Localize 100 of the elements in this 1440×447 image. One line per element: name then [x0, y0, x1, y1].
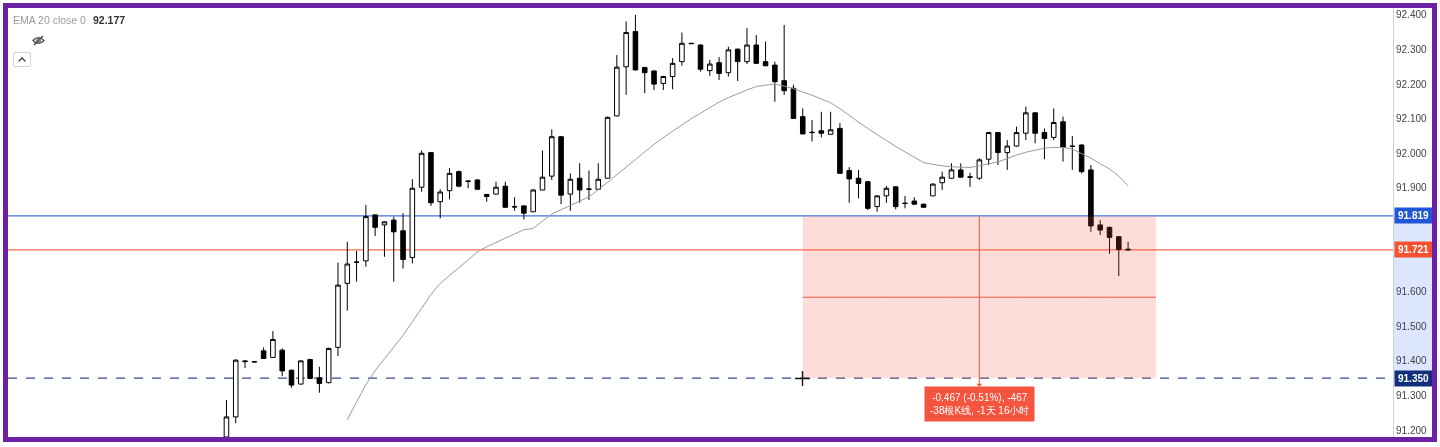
candlestick — [1060, 116, 1066, 163]
candlestick — [846, 166, 852, 204]
y-tick-label: 91.300 — [1396, 389, 1428, 401]
candlestick — [707, 59, 713, 77]
candlestick — [298, 359, 304, 385]
candlestick — [781, 24, 787, 96]
candlestick — [381, 220, 388, 258]
candlestick — [521, 205, 527, 220]
candlestick — [827, 111, 834, 136]
candlestick — [1032, 111, 1038, 144]
candlestick — [539, 150, 546, 191]
candlestick — [1050, 107, 1057, 141]
y-tick-label: 92.400 — [1396, 9, 1428, 21]
candlestick — [651, 69, 657, 91]
candlestick — [474, 178, 481, 191]
candlestick — [679, 32, 685, 67]
candlestick — [939, 171, 945, 191]
ref-line-label: 91.819 — [1397, 210, 1430, 221]
candlestick — [902, 195, 908, 209]
candlestick — [558, 135, 564, 205]
y-tick-label: 92.000 — [1396, 147, 1428, 159]
candlestick — [242, 359, 248, 369]
candlestick — [400, 212, 406, 270]
candlestick — [372, 214, 378, 237]
candlestick — [530, 188, 536, 213]
candlestick — [948, 162, 955, 180]
candlestick — [772, 61, 778, 103]
candlestick — [232, 358, 239, 424]
y-tick-label: 91.400 — [1396, 355, 1428, 367]
candlestick — [799, 107, 806, 135]
candlestick — [576, 162, 583, 204]
ref-line-label: 91.721 — [1397, 244, 1430, 255]
candlestick — [1078, 143, 1085, 174]
candlestick — [353, 250, 360, 283]
candlestick — [428, 151, 434, 207]
y-tick-label: 91.600 — [1396, 286, 1428, 298]
candlestick — [390, 216, 397, 283]
candlestick — [697, 43, 704, 73]
candlestick — [614, 54, 620, 117]
candlestick — [632, 14, 639, 71]
annotation: 92.177 — [92, 14, 126, 26]
candlestick — [855, 169, 862, 199]
candlestick — [1125, 241, 1131, 251]
candlestick — [409, 178, 416, 264]
candlestick — [865, 180, 871, 211]
candlestick — [586, 170, 592, 201]
y-tick-label: 92.200 — [1396, 78, 1428, 90]
candlestick — [344, 241, 351, 312]
candlestick — [1004, 139, 1011, 171]
candlestick — [660, 75, 667, 91]
candlestick — [995, 131, 1001, 166]
candlestick — [595, 162, 602, 191]
candlestick — [456, 170, 462, 188]
ref-line-label: 91.350 — [1397, 373, 1430, 384]
candlestick — [1041, 127, 1048, 160]
candlestick — [316, 366, 323, 394]
candlestick — [604, 116, 611, 180]
candlestick — [911, 196, 918, 206]
candlestick — [883, 185, 890, 204]
candlestick — [549, 128, 555, 181]
y-tick-label: 92.100 — [1396, 113, 1428, 125]
candlestick — [1106, 226, 1113, 255]
candlestick — [437, 188, 444, 219]
candlestick — [502, 181, 509, 209]
candlestick — [335, 262, 341, 357]
candlestick — [762, 41, 769, 67]
candlestick — [465, 180, 471, 189]
candlestick — [418, 150, 425, 193]
candlestick — [1088, 164, 1094, 233]
annotation: -0.467 (-0.51%), -467 -38根K线, -1天 16小时 — [930, 392, 1030, 416]
candlestick — [363, 204, 369, 268]
candlestick — [493, 181, 499, 195]
candlestick — [641, 66, 648, 94]
candlestick — [251, 360, 258, 363]
candlestick — [920, 203, 927, 209]
candlestick — [837, 122, 843, 175]
candlestick — [930, 182, 936, 197]
candlestick — [1116, 235, 1122, 277]
candlestick — [744, 27, 750, 65]
candlestick — [623, 20, 629, 96]
candlestick — [734, 47, 741, 82]
candlestick — [307, 358, 313, 380]
candlestick — [511, 196, 518, 212]
candlestick — [753, 34, 760, 65]
y-tick-label: 91.900 — [1396, 182, 1428, 194]
candlestick — [874, 194, 880, 213]
candlestick — [716, 56, 722, 81]
line-series — [346, 83, 1129, 421]
candlestick — [892, 185, 899, 210]
candlestick — [483, 193, 490, 203]
y-tick-label: 91.200 — [1396, 424, 1428, 436]
candlestick — [669, 57, 676, 90]
candlestick — [288, 369, 295, 389]
candlestick — [279, 347, 285, 377]
candlestick — [976, 157, 983, 181]
candlestick — [725, 46, 732, 77]
text: EMA 20 close 0 — [13, 14, 86, 26]
candlestick — [1069, 135, 1076, 171]
y-tick-label: 92.300 — [1396, 44, 1428, 56]
candlestick — [325, 347, 332, 384]
